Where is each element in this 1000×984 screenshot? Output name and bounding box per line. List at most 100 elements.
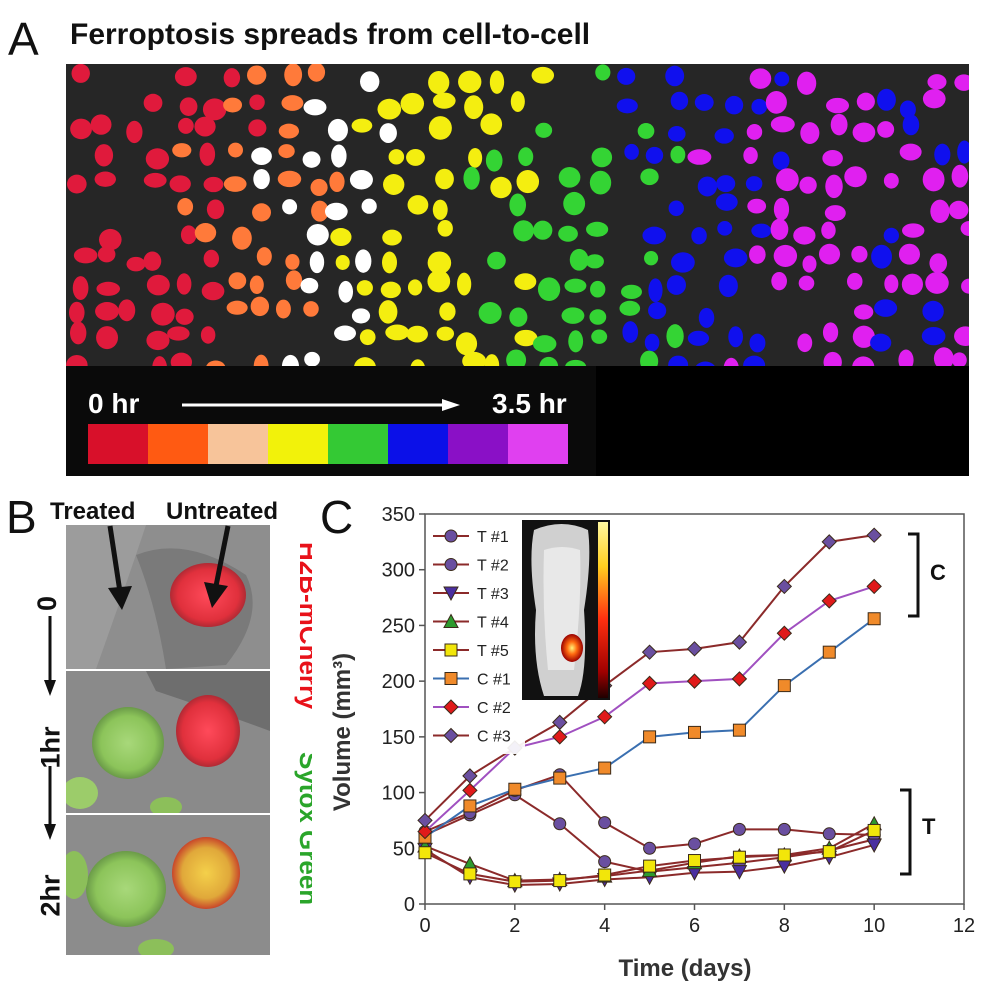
nucleus — [98, 228, 122, 251]
legend-entry: C #1 — [433, 672, 511, 689]
nucleus — [278, 123, 300, 139]
nucleus — [589, 309, 607, 325]
nucleus — [385, 324, 410, 341]
nucleus — [247, 65, 267, 85]
data-point — [598, 816, 612, 830]
data-point — [822, 845, 836, 859]
y-tick-label: 150 — [382, 727, 415, 749]
data-point — [777, 679, 791, 693]
nucleus — [772, 151, 790, 170]
nucleus — [532, 335, 557, 353]
nucleus — [178, 117, 194, 134]
nucleus — [723, 248, 748, 268]
nucleus — [922, 89, 946, 109]
nucleus — [883, 227, 899, 244]
nucleus — [637, 123, 655, 139]
nucleus — [228, 142, 243, 158]
x-tick-label: 2 — [509, 915, 520, 937]
legend-entry: T #5 — [433, 643, 509, 660]
nucleus — [844, 166, 867, 188]
nucleus — [589, 170, 612, 195]
data-point — [867, 823, 881, 837]
nucleus — [428, 71, 450, 95]
y-tick-label: 0 — [404, 894, 415, 916]
nucleus — [146, 330, 170, 351]
nucleus — [281, 95, 304, 111]
nucleus — [716, 175, 736, 193]
nucleus — [718, 274, 738, 298]
scale-swatch-7 — [508, 424, 568, 464]
nucleus — [180, 225, 197, 245]
nucleus — [462, 351, 487, 371]
series-t-5 — [418, 823, 881, 889]
series-c-2 — [417, 578, 882, 840]
nucleus — [432, 199, 448, 220]
data-point — [866, 578, 882, 595]
panel-a-letter: A — [8, 13, 39, 65]
time-label-2hr: 2hr — [35, 874, 66, 917]
bracket-c-label: C — [930, 560, 946, 585]
nucleus — [749, 333, 766, 353]
data-point — [462, 768, 478, 784]
data-point — [641, 644, 658, 660]
nucleus — [303, 99, 327, 116]
live-cell-image-series — [66, 525, 270, 955]
nucleus — [773, 197, 790, 221]
data-point — [552, 714, 568, 731]
series-c-1 — [418, 612, 881, 844]
nucleus — [535, 122, 553, 138]
nucleus — [852, 122, 876, 143]
nucleus — [933, 347, 954, 370]
data-point — [508, 782, 522, 796]
nucleus — [490, 176, 512, 199]
nucleus — [902, 223, 925, 238]
nucleus — [514, 273, 537, 290]
nucleus — [698, 307, 715, 328]
nucleus — [232, 226, 252, 250]
nucleus — [899, 143, 922, 161]
nucleus — [821, 221, 836, 239]
data-point — [643, 859, 657, 873]
nucleus — [356, 280, 373, 296]
nucleus — [902, 114, 920, 136]
nucleus — [70, 118, 92, 140]
nucleus — [697, 176, 718, 197]
nucleus — [929, 253, 948, 274]
nucleus — [770, 116, 795, 133]
y-tick-label: 200 — [382, 671, 415, 693]
nucleus — [97, 246, 116, 263]
data-point — [731, 671, 748, 687]
time-axis-arrows-icon — [44, 616, 56, 840]
data-point — [508, 875, 522, 889]
nucleus — [666, 275, 686, 295]
nucleus — [539, 356, 559, 376]
data-point — [553, 817, 567, 831]
nucleus — [922, 167, 945, 192]
nucleus — [463, 166, 480, 190]
data-point — [688, 725, 701, 739]
nucleus — [518, 147, 534, 167]
cell-nuclei-map — [66, 62, 979, 381]
nucleus — [175, 308, 194, 325]
nucleus — [427, 270, 451, 293]
nucleus — [253, 354, 269, 379]
scale-swatch-4 — [328, 424, 388, 464]
nucleus — [746, 124, 763, 140]
nucleus — [510, 91, 525, 112]
nucleus — [70, 321, 87, 345]
legend-label: T #5 — [477, 643, 509, 660]
data-point — [731, 634, 748, 650]
nucleus — [361, 198, 377, 214]
nucleus — [306, 223, 329, 246]
nucleus — [378, 300, 398, 324]
nucleus — [143, 172, 167, 188]
panel-a-title: Ferroptosis spreads from cell-to-cell — [70, 18, 591, 51]
data-point — [417, 812, 433, 829]
nucleus — [194, 116, 216, 137]
x-tick-label: 0 — [419, 915, 430, 937]
nucleus — [670, 145, 686, 164]
nucleus — [302, 151, 321, 168]
data-point — [463, 799, 477, 813]
nucleus — [666, 324, 684, 349]
data-point — [688, 854, 701, 868]
